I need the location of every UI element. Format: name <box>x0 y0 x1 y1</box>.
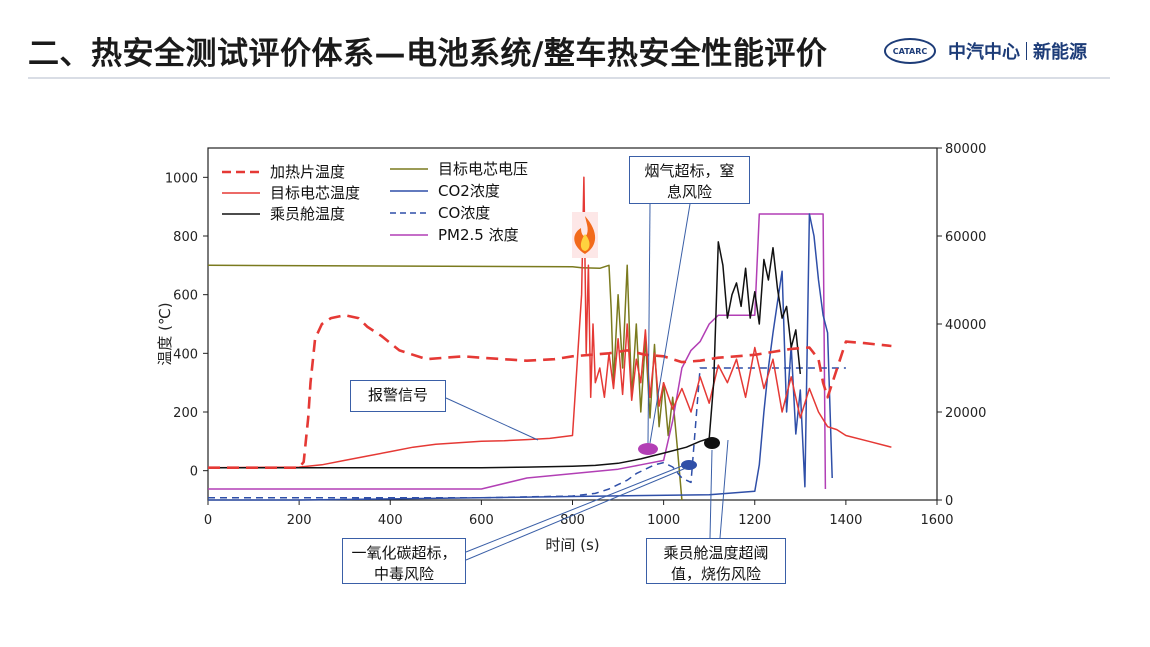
callout-alarm-text: 报警信号 <box>367 386 428 404</box>
x-tick-label: 1400 <box>829 513 862 528</box>
co-threshold-marker <box>681 460 697 470</box>
chart-decorations <box>572 212 720 470</box>
chart-series <box>207 176 892 501</box>
legend-label: PM2.5 浓度 <box>438 226 519 244</box>
y2-tick-label: 0 <box>945 494 953 509</box>
y2-tick-label: 20000 <box>945 406 986 421</box>
x-tick-label: 200 <box>287 513 312 528</box>
callout-co-line2: 中毒风险 <box>373 565 434 583</box>
y2-tick-label: 60000 <box>945 230 986 245</box>
y-axis-label: 温度 (℃) <box>156 302 174 365</box>
y-tick-label: 1000 <box>165 171 198 186</box>
leader-cabin-2 <box>719 439 729 539</box>
callout-alarm-signal: 报警信号 <box>350 380 446 412</box>
chart-axes: 0 200 400 600 800 1000 1200 1400 1600 0 200 400 600 8… <box>156 142 986 554</box>
x-axis-label: 时间 (s) <box>545 536 599 554</box>
fire-icon <box>574 216 596 254</box>
page-title: 二、热安全测试评价体系—电池系统/整车热安全性能评价 <box>28 36 828 72</box>
cabin-threshold-marker <box>704 437 720 449</box>
x-tick-label: 1000 <box>647 513 680 528</box>
y2-tick-label: 80000 <box>945 142 986 157</box>
y-tick-label: 400 <box>173 347 198 362</box>
callout-smoke-line2: 息风险 <box>666 183 712 201</box>
y-tick-label: 800 <box>173 230 198 245</box>
leader-alarm <box>445 397 539 441</box>
legend-label: CO2浓度 <box>438 182 500 200</box>
series-line-加热片温度 <box>208 313 892 470</box>
callout-cabin-line2: 值，烧伤风险 <box>670 565 761 583</box>
callout-leaders <box>445 203 729 561</box>
y-tick-label: 0 <box>190 465 198 480</box>
legend-label: 目标电芯电压 <box>438 160 528 178</box>
x-tick-label: 600 <box>469 513 494 528</box>
org-logo: CATARC 中汽中心 新能源 <box>884 38 1087 64</box>
y2-tick-label: 40000 <box>945 318 986 333</box>
series-line-目标电芯温度 <box>207 176 892 469</box>
series-line-CO2浓度 <box>208 213 833 501</box>
callout-smoke-risk: 烟气超标，窒 息风险 <box>629 156 750 204</box>
legend-label: CO浓度 <box>438 204 490 222</box>
fire-icon-core <box>580 234 590 251</box>
legend-label: 加热片温度 <box>270 163 345 181</box>
callout-cabin-risk: 乘员舱温度超阈 值，烧伤风险 <box>646 538 786 584</box>
pm25-threshold-marker <box>638 443 658 455</box>
x-tick-label: 0 <box>204 513 212 528</box>
logo-unit-name: 新能源 <box>1033 42 1087 63</box>
leader-co-2 <box>465 467 687 561</box>
callout-cabin-line1: 乘员舱温度超阈 <box>663 544 769 562</box>
x-tick-label: 1200 <box>738 513 771 528</box>
logo-org-name: 中汽中心 <box>948 42 1020 63</box>
leader-cabin <box>709 449 713 539</box>
callout-co-risk: 一氧化碳超标， 中毒风险 <box>342 538 466 584</box>
leader-smoke-2 <box>649 203 691 444</box>
leader-smoke <box>647 203 651 444</box>
series-line-乘员舱温度 <box>208 241 802 469</box>
x-tick-label: 800 <box>560 513 585 528</box>
logo-divider <box>1026 42 1027 60</box>
series-line-CO浓度 <box>208 367 846 499</box>
series-line-PM2.5 浓度 <box>208 213 827 490</box>
catarc-logo-icon: CATARC <box>884 38 936 64</box>
callout-co-line1: 一氧化碳超标， <box>351 544 457 562</box>
legend-label: 目标电芯温度 <box>270 184 360 202</box>
series-line-目标电芯电压 <box>207 264 683 501</box>
x-tick-label: 400 <box>378 513 403 528</box>
header-divider <box>28 77 1110 79</box>
legend-label: 乘员舱温度 <box>270 205 345 223</box>
callout-smoke-line1: 烟气超标，窒 <box>644 162 735 180</box>
leader-co <box>465 465 683 553</box>
y-tick-label: 200 <box>173 406 198 421</box>
y-tick-label: 600 <box>173 289 198 304</box>
x-tick-label: 1600 <box>920 513 953 528</box>
